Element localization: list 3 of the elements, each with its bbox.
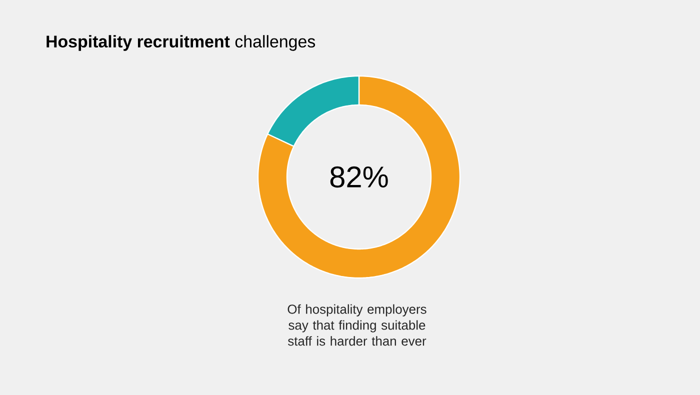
text: 82% bbox=[330, 166, 388, 188]
text: Of hospitality employers say that finding suitable staff is harder than ever bbox=[288, 304, 426, 346]
chart-title: Hospitality recruitment challenges bbox=[46, 35, 316, 51]
